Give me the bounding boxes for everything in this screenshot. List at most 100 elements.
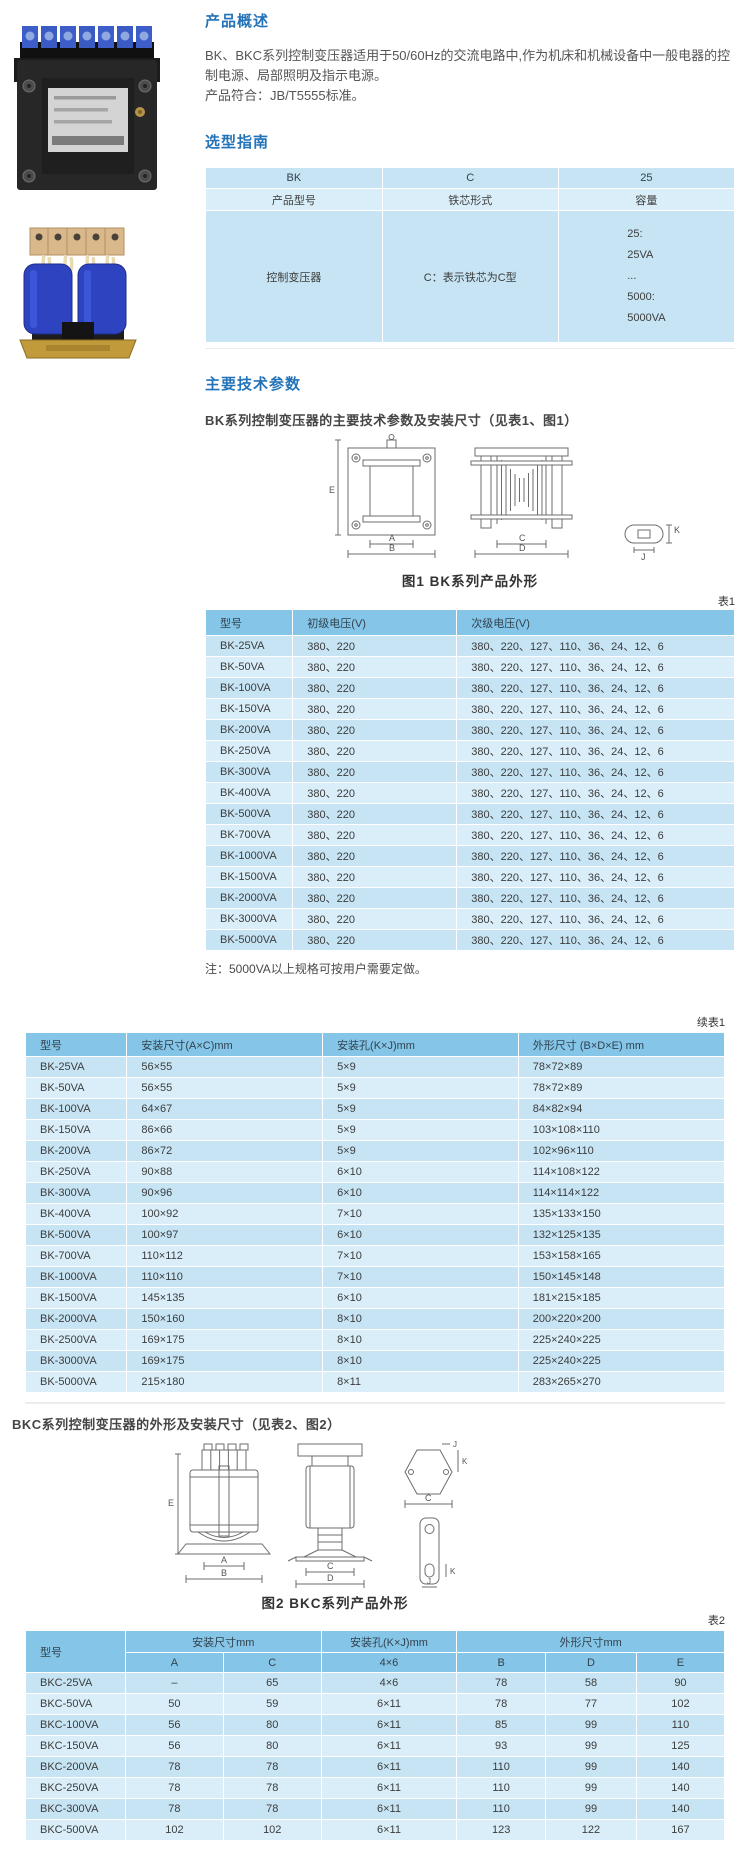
- cell-outline-size: 132×125×135: [517, 1224, 726, 1246]
- capacity-line: 25VA: [627, 249, 654, 261]
- table-row: BK-25VA 380、220 380、220、127、110、36、24、12…: [204, 635, 735, 657]
- cell-model: BKC-300VA: [25, 1798, 126, 1820]
- cell-mount-size: 64×67: [126, 1098, 324, 1120]
- table-row: BK-250VA 90×88 6×10 114×108×122: [24, 1161, 726, 1183]
- table-row: BK-100VA 380、220 380、220、127、110、36、24、1…: [204, 677, 735, 699]
- table-row: BKC-200VA 78 78 6×11 110 99 140: [25, 1756, 726, 1778]
- table-row: BK-150VA 380、220 380、220、127、110、36、24、1…: [204, 698, 735, 720]
- svg-text:K: K: [674, 525, 680, 535]
- table-row: BK-1000VA 380、220 380、220、127、110、36、24、…: [204, 845, 735, 867]
- cell-secondary-voltage: 380、220、127、110、36、24、12、6: [456, 887, 735, 909]
- cell-mount-size: 150×160: [126, 1308, 324, 1330]
- cell-e: 140: [635, 1798, 726, 1820]
- table-row: BK-200VA 380、220 380、220、127、110、36、24、1…: [204, 719, 735, 741]
- cell-e: 110: [635, 1714, 726, 1736]
- table-row: BKC-150VA 56 80 6×11 93 99 125: [25, 1735, 726, 1757]
- col-header: 安装孔(K×J)mm: [320, 1630, 458, 1653]
- cell: 控制变压器: [205, 210, 383, 343]
- cell-primary-voltage: 380、220: [292, 845, 458, 867]
- cell-primary-voltage: 380、220: [292, 635, 458, 657]
- cell-mount-size: 145×135: [126, 1287, 324, 1309]
- table-row: BK-300VA 380、220 380、220、127、110、36、24、1…: [204, 761, 735, 783]
- terminal-blocks: [22, 26, 152, 48]
- cell-hole: 6×11: [320, 1756, 458, 1778]
- cell-secondary-voltage: 380、220、127、110、36、24、12、6: [456, 824, 735, 846]
- cell-primary-voltage: 380、220: [292, 929, 458, 951]
- cell-b: 110: [456, 1798, 547, 1820]
- cell-a: 78: [124, 1777, 224, 1799]
- table2-label: 表2: [707, 1615, 725, 1627]
- col-header: 外形尺寸mm: [456, 1630, 725, 1653]
- svg-text:D: D: [327, 1573, 334, 1583]
- bk-intro: BK系列控制变压器的主要技术参数及安装尺寸（见表1、图1）: [205, 413, 578, 428]
- cell-primary-voltage: 380、220: [292, 866, 458, 888]
- cell-b: 123: [456, 1819, 547, 1841]
- cell-mount-hole: 8×10: [322, 1308, 519, 1330]
- cell-mount-hole: 6×10: [322, 1182, 519, 1204]
- cell-model: BK-2000VA: [24, 1308, 128, 1330]
- table-sub-header-row: A C 4×6 B D E: [26, 1652, 726, 1673]
- cell-b: 110: [456, 1777, 547, 1799]
- col-subheader: E: [635, 1652, 726, 1673]
- cell-mount-size: 90×88: [126, 1161, 324, 1183]
- table-row: BKC-250VA 78 78 6×11 110 99 140: [25, 1777, 726, 1799]
- table-row: BKC-25VA – 65 4×6 78 58 90: [25, 1672, 726, 1694]
- col-header: 安装尺寸mm: [124, 1630, 322, 1653]
- cell-mount-hole: 5×9: [322, 1140, 519, 1162]
- table2-body: BKC-25VA – 65 4×6 78 58 90 BKC-50VA 50 5…: [25, 1672, 726, 1841]
- capacity-cell: 25: 25VA ... 5000: 5000VA: [557, 210, 736, 343]
- cell-hole: 6×11: [320, 1819, 458, 1841]
- cell: 产品型号: [205, 188, 383, 211]
- cell-outline-size: 114×114×122: [517, 1182, 726, 1204]
- cell-secondary-voltage: 380、220、127、110、36、24、12、6: [456, 845, 735, 867]
- cell-model: BK-3000VA: [204, 908, 294, 930]
- col-subheader: B: [456, 1652, 547, 1673]
- cell-mount-hole: 8×10: [322, 1350, 519, 1372]
- table-row: BK-2000VA 380、220 380、220、127、110、36、24、…: [204, 887, 735, 909]
- cell-mount-hole: 7×10: [322, 1266, 519, 1288]
- cell-b: 78: [456, 1672, 547, 1694]
- cell-a: 50: [124, 1693, 224, 1715]
- capacity-line: ...: [627, 270, 637, 282]
- cell-e: 102: [635, 1693, 726, 1715]
- cell-model: BK-400VA: [204, 782, 294, 804]
- svg-text:J: J: [427, 1577, 431, 1586]
- capacity-lines: 25: 25VA ... 5000: 5000VA: [627, 224, 665, 329]
- table-group-header-row: 型号 安装尺寸mm 安装孔(K×J)mm 外形尺寸mm: [25, 1630, 725, 1673]
- cell-c: 78: [222, 1798, 322, 1820]
- cell-primary-voltage: 380、220: [292, 782, 458, 804]
- cell-model: BK-100VA: [24, 1098, 128, 1120]
- table-row: BK-25VA 56×55 5×9 78×72×89: [24, 1056, 726, 1078]
- table-header-row: 型号 初级电压(V) 次级电压(V): [204, 609, 735, 636]
- table-row: BK-700VA 110×112 7×10 153×158×165: [24, 1245, 726, 1267]
- cell-model: BKC-25VA: [25, 1672, 126, 1694]
- cell-outline-size: 84×82×94: [517, 1098, 726, 1120]
- cell-a: 102: [124, 1819, 224, 1841]
- cell-d: 58: [545, 1672, 637, 1694]
- table-row: BK-5000VA 215×180 8×11 283×265×270: [24, 1371, 726, 1393]
- cell-model: BKC-50VA: [25, 1693, 126, 1715]
- bk-dimension-table: 型号 安装尺寸(A×C)mm 安装孔(K×J)mm 外形尺寸 (B×D×E) m…: [24, 1032, 726, 1393]
- cell-model: BK-1500VA: [24, 1287, 128, 1309]
- cell-e: 167: [635, 1819, 726, 1841]
- table1-note: 注：5000VA以上规格可按用户需要定做。: [205, 962, 427, 976]
- cell-secondary-voltage: 380、220、127、110、36、24、12、6: [456, 929, 735, 951]
- cell-c: 59: [222, 1693, 322, 1715]
- cell-d: 122: [545, 1819, 637, 1841]
- cell-mount-size: 215×180: [126, 1371, 324, 1393]
- cell: C: [381, 167, 559, 189]
- table-row: BK-500VA 380、220 380、220、127、110、36、24、1…: [204, 803, 735, 825]
- col-header: 型号: [24, 1032, 128, 1057]
- cell-mount-hole: 5×9: [322, 1077, 519, 1099]
- cell: 容量: [557, 188, 736, 211]
- cell-mount-size: 56×55: [126, 1077, 324, 1099]
- cell-primary-voltage: 380、220: [292, 824, 458, 846]
- cell: BK: [205, 167, 383, 189]
- cell-outline-size: 200×220×200: [517, 1308, 726, 1330]
- cell-model: BK-5000VA: [204, 929, 294, 951]
- cell-model: BK-150VA: [204, 698, 294, 720]
- cell-hole: 6×11: [320, 1735, 458, 1757]
- cell-mount-size: 110×112: [126, 1245, 324, 1267]
- table-row: BK-500VA 100×97 6×10 132×125×135: [24, 1224, 726, 1246]
- cell-primary-voltage: 380、220: [292, 803, 458, 825]
